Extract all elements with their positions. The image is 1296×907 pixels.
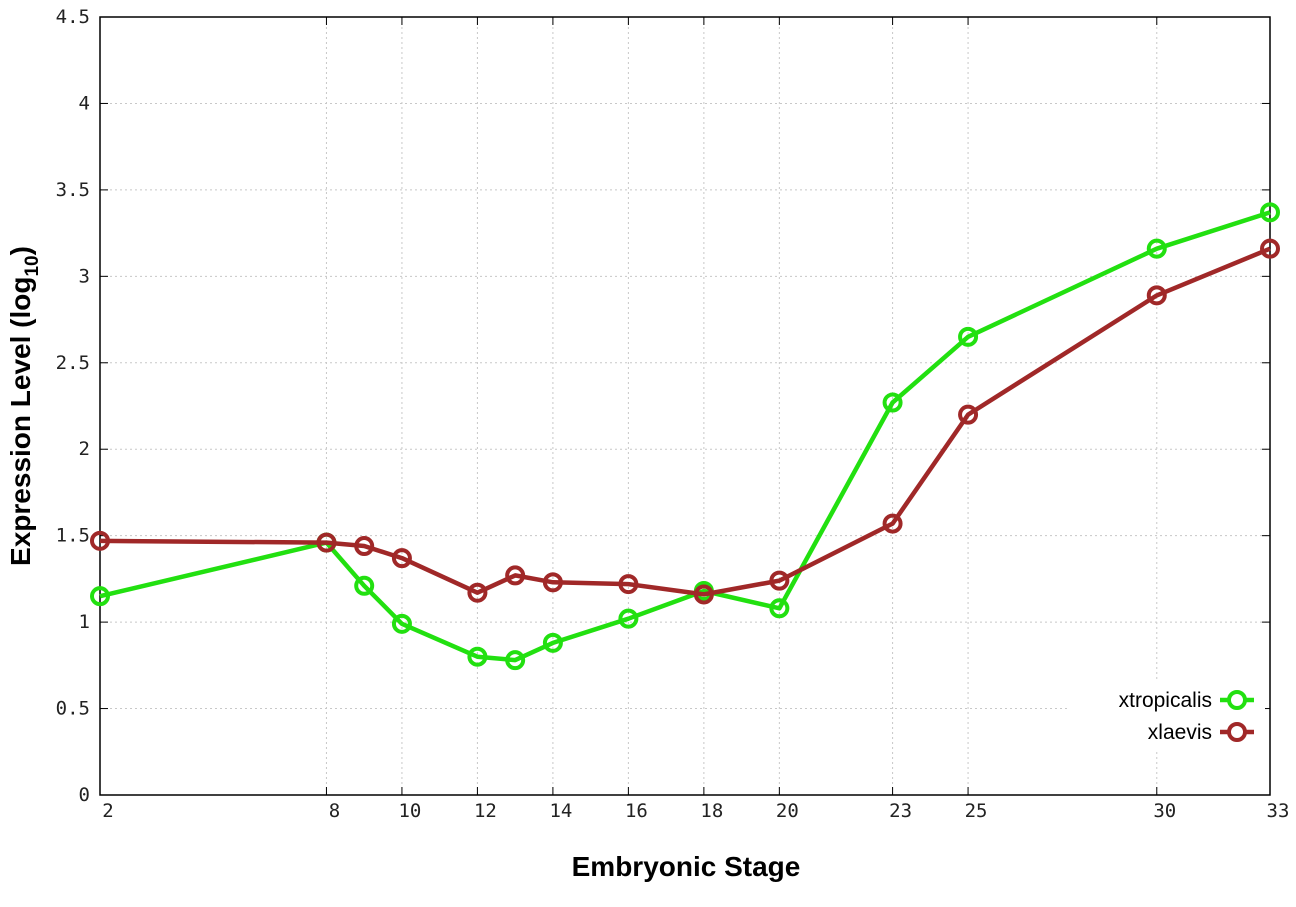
y-tick-label: 4.5	[56, 6, 90, 28]
legend-marker-swatch	[1227, 690, 1247, 710]
legend: xtropicalis xlaevis	[1070, 680, 1265, 750]
data-point	[769, 598, 790, 619]
data-point	[618, 608, 639, 629]
x-tick-label: 14	[549, 800, 572, 822]
y-axis-title-close: )	[5, 246, 36, 255]
data-point	[1260, 202, 1280, 223]
y-tick-label: 1	[79, 611, 90, 633]
data-point	[769, 570, 790, 591]
y-tick-label: 4	[79, 92, 90, 114]
data-point	[1146, 285, 1167, 306]
data-point	[354, 575, 375, 596]
y-tick-label: 0.5	[56, 698, 90, 720]
data-point	[882, 392, 903, 413]
series-xtropicalis	[90, 202, 1280, 671]
y-tick-label: 1.5	[56, 525, 90, 547]
x-tick-label: 23	[889, 800, 912, 822]
grid-lines	[100, 17, 1270, 795]
x-tick-label: 25	[965, 800, 988, 822]
series-xlaevis	[90, 238, 1280, 605]
data-point	[882, 513, 903, 534]
y-tick-label: 2	[79, 438, 90, 460]
data-point	[505, 565, 526, 586]
data-point	[958, 404, 979, 425]
x-tick-label: 33	[1267, 800, 1290, 822]
data-point	[693, 584, 714, 605]
x-tick-label: 12	[474, 800, 497, 822]
data-point	[618, 574, 639, 595]
data-point	[391, 548, 412, 569]
plot-frame	[99, 16, 1271, 796]
data-point	[90, 530, 110, 551]
legend-marker-swatch	[1227, 722, 1247, 742]
x-tick-label: 2	[102, 800, 113, 822]
y-tick-label: 3.5	[56, 179, 90, 201]
y-axis-title-subscript: 10	[22, 255, 43, 276]
data-point	[90, 586, 110, 607]
x-tick-label: 18	[700, 800, 723, 822]
data-point	[958, 326, 979, 347]
data-point	[316, 532, 337, 553]
y-tick-label: 0	[79, 784, 90, 806]
axis-ticks: 0 0.5 1 1.5 2 2.5 3 3.5 4 4.5 2 8 10 12 14 16 18 20 23 25 30…	[56, 6, 1290, 822]
data-point	[354, 536, 375, 557]
x-tick-label: 20	[776, 800, 799, 822]
series-line	[99, 246, 1271, 597]
legend-label: xlaevis	[1148, 721, 1212, 744]
data-point	[467, 582, 488, 603]
x-axis-title: Embryonic Stage	[572, 851, 801, 882]
x-tick-label: 10	[398, 800, 421, 822]
y-tick-label: 3	[79, 265, 90, 287]
data-point	[542, 632, 563, 653]
y-axis-title-main: Expression Level (log	[5, 277, 36, 566]
data-point	[505, 650, 526, 671]
legend-label: xtropicalis	[1119, 689, 1212, 712]
data-point	[1260, 238, 1280, 259]
data-series	[90, 202, 1280, 671]
data-point	[1146, 238, 1167, 259]
x-tick-label: 8	[329, 800, 340, 822]
y-tick-label: 2.5	[56, 352, 90, 374]
data-point	[467, 646, 488, 667]
data-point	[542, 572, 563, 593]
y-axis-title: Expression Level (log10)	[5, 246, 43, 566]
x-tick-label: 16	[625, 800, 648, 822]
x-tick-label: 30	[1153, 800, 1176, 822]
data-point	[391, 613, 412, 634]
